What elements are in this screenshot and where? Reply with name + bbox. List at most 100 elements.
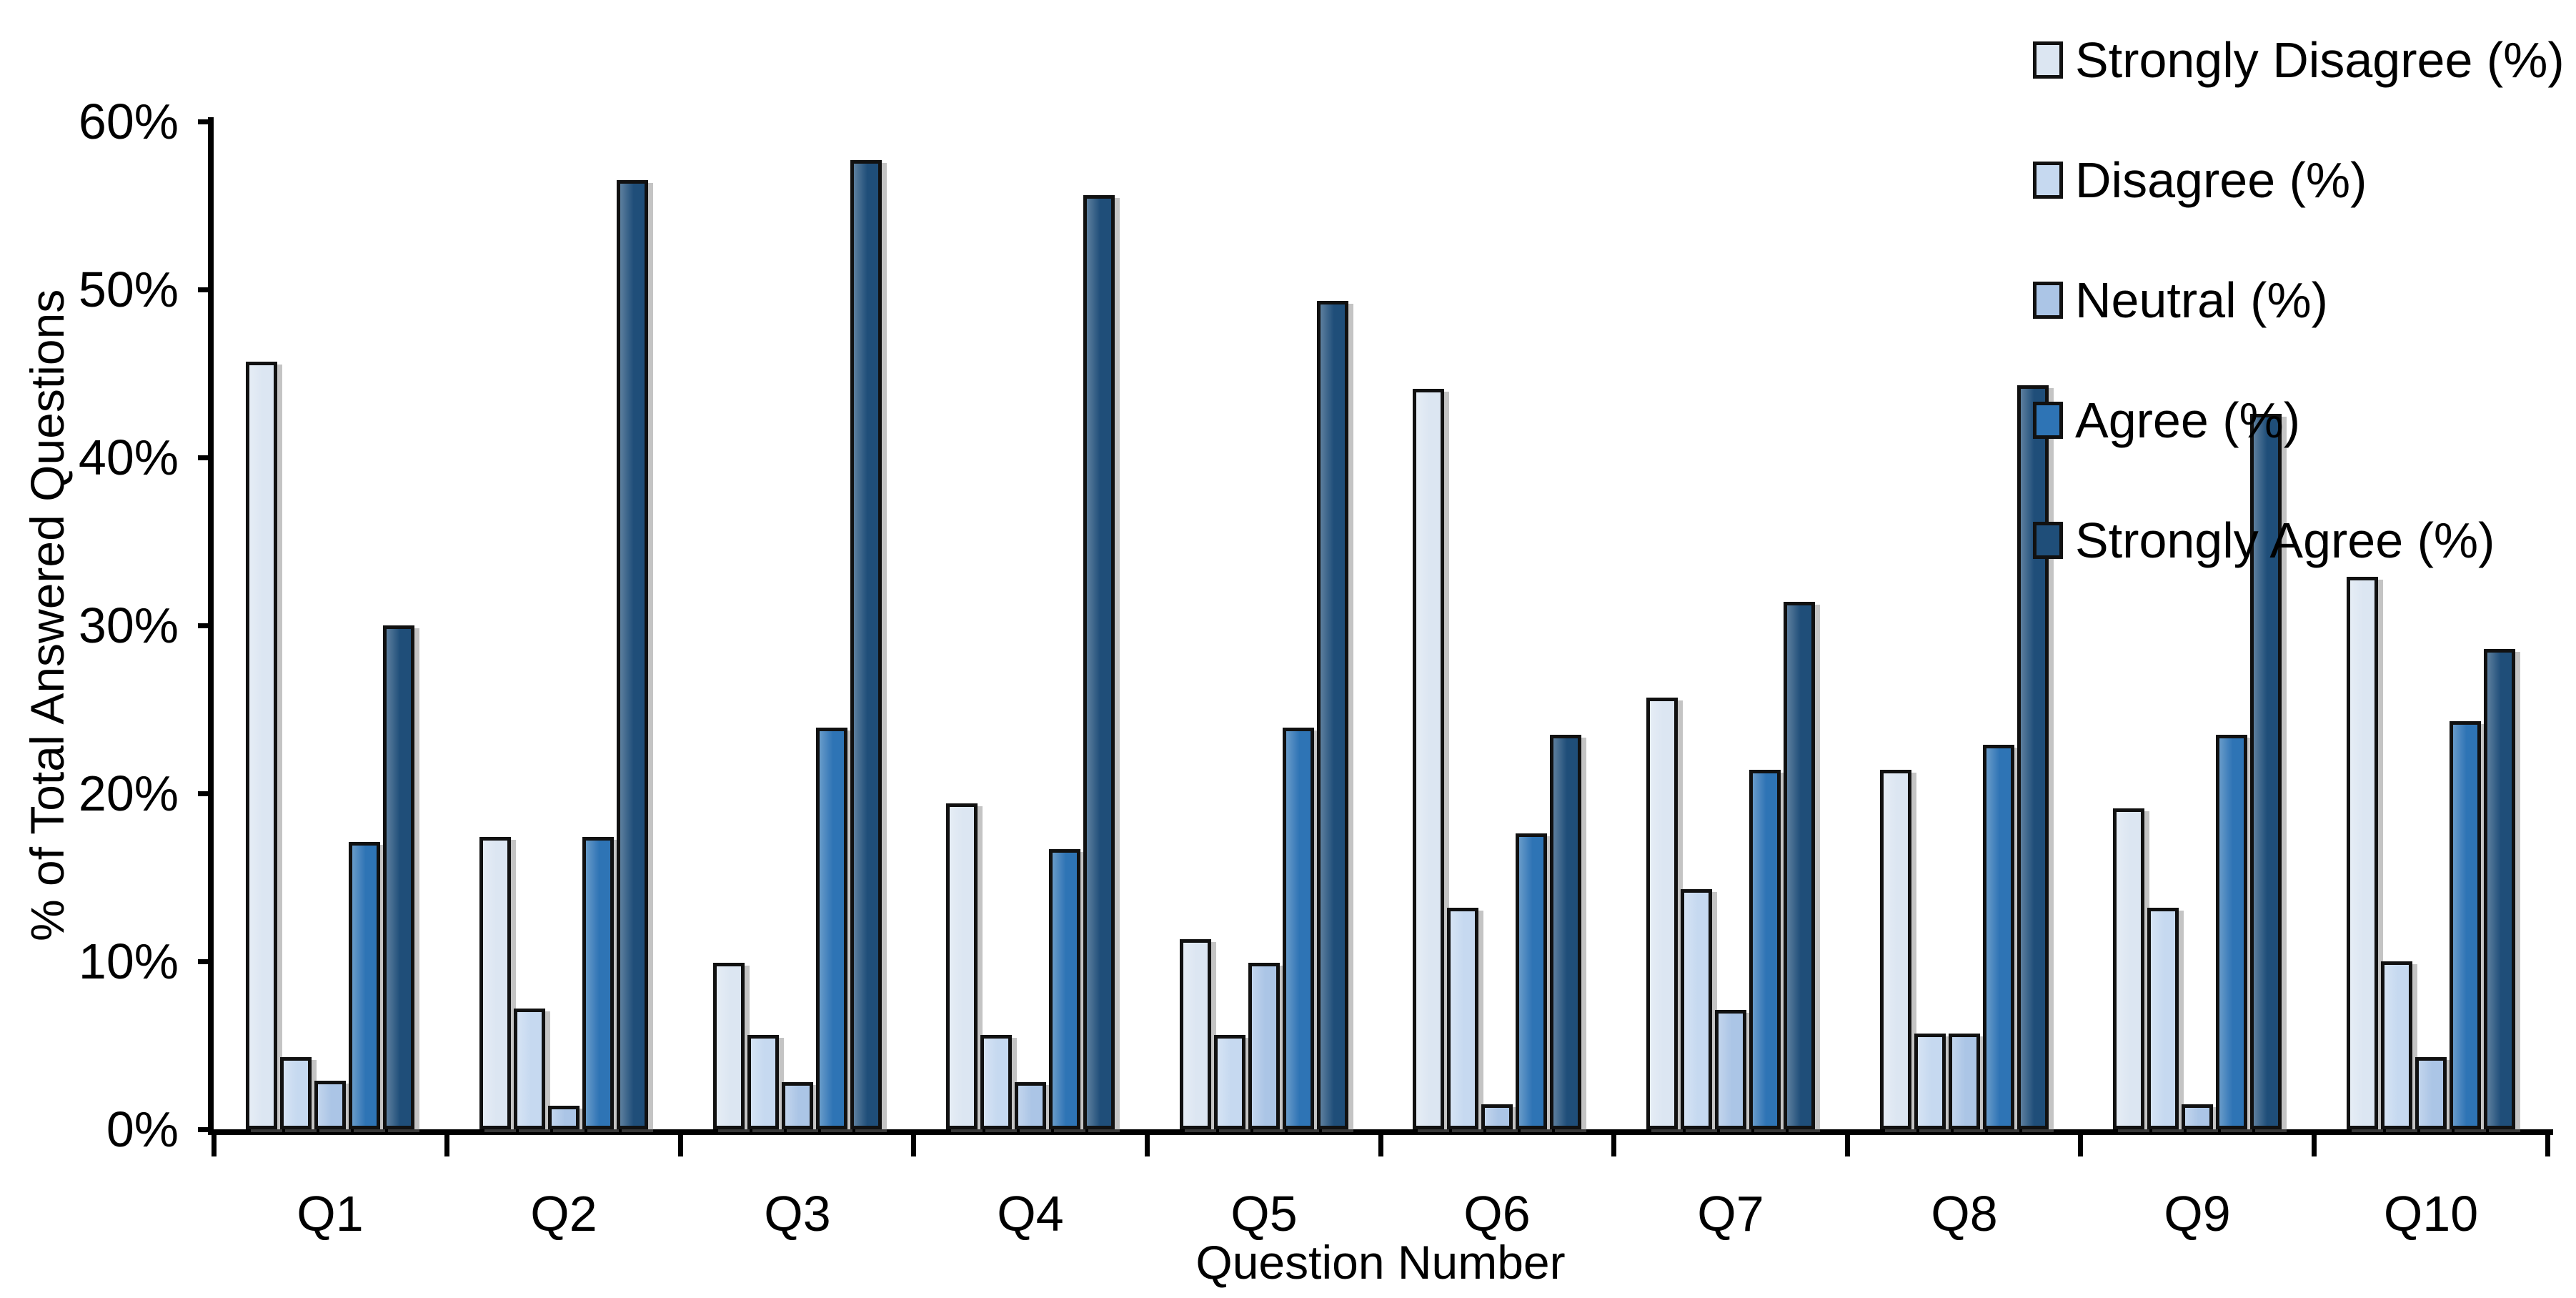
x-tick <box>2545 1135 2550 1156</box>
x-category-label-q2: Q2 <box>530 1186 597 1242</box>
legend-label: Disagree (%) <box>2075 152 2367 208</box>
x-category-label-q4: Q4 <box>997 1186 1064 1242</box>
legend-swatch-strongly-agree <box>2033 522 2063 559</box>
bar-q7-strongly-agree <box>1784 602 1815 1129</box>
bar-q8-strongly-disagree <box>1880 770 1911 1129</box>
bar-q5-strongly-disagree <box>1180 939 1211 1129</box>
legend-item-disagree: Disagree (%) <box>2033 120 2565 240</box>
bar-q1-neutral <box>314 1081 346 1129</box>
bar-q3-agree <box>816 728 847 1129</box>
x-category-label-q3: Q3 <box>764 1186 831 1242</box>
x-tick <box>911 1135 916 1156</box>
legend-item-strongly-agree: Strongly Agree (%) <box>2033 480 2565 600</box>
bar-q2-strongly-agree <box>617 180 648 1129</box>
legend: Strongly Disagree (%) Disagree (%) Neutral… <box>2033 0 2565 600</box>
bar-q2-disagree <box>514 1009 545 1129</box>
y-tick-label: 10% <box>78 933 179 989</box>
y-tick <box>198 959 214 964</box>
x-category-label-q5: Q5 <box>1230 1186 1298 1242</box>
legend-swatch-neutral <box>2033 282 2063 319</box>
x-tick <box>1378 1135 1383 1156</box>
legend-label: Strongly Disagree (%) <box>2075 32 2565 88</box>
x-category-label-q8: Q8 <box>1931 1186 1998 1242</box>
y-tick-label: 60% <box>78 94 179 149</box>
x-tick <box>678 1135 683 1156</box>
legend-item-neutral: Neutral (%) <box>2033 240 2565 360</box>
bar-q10-disagree <box>2381 961 2412 1129</box>
bar-q5-neutral <box>1248 963 1280 1129</box>
bar-q3-neutral <box>782 1082 813 1129</box>
bar-q3-strongly-agree <box>850 160 882 1129</box>
x-axis-line <box>208 1129 2553 1135</box>
y-tick-label: 30% <box>78 598 179 653</box>
x-tick <box>2312 1135 2317 1156</box>
bar-q1-disagree <box>280 1057 312 1129</box>
x-category-label-q6: Q6 <box>1463 1186 1531 1242</box>
bar-q2-strongly-disagree <box>479 837 511 1129</box>
x-category-label-q7: Q7 <box>1697 1186 1764 1242</box>
bar-q1-strongly-disagree <box>246 362 277 1129</box>
x-tick <box>444 1135 449 1156</box>
bar-q5-disagree <box>1214 1035 1245 1129</box>
y-tick-label: 0% <box>106 1101 179 1157</box>
bar-q10-strongly-agree <box>2484 649 2515 1129</box>
y-tick <box>198 623 214 628</box>
legend-swatch-disagree <box>2033 162 2063 199</box>
legend-label: Strongly Agree (%) <box>2075 512 2495 568</box>
x-tick <box>2078 1135 2083 1156</box>
plot-area <box>214 122 2547 1129</box>
bar-q7-agree <box>1749 770 1781 1129</box>
bar-q9-strongly-disagree <box>2113 808 2144 1129</box>
y-tick <box>198 1127 214 1132</box>
bar-q2-agree <box>582 837 614 1129</box>
bar-q7-disagree <box>1681 889 1712 1129</box>
legend-label: Neutral (%) <box>2075 272 2328 328</box>
bar-q5-agree <box>1283 728 1314 1129</box>
bar-q9-neutral <box>2182 1104 2213 1129</box>
bar-q7-strongly-disagree <box>1646 698 1678 1129</box>
y-tick-label: 40% <box>78 430 179 485</box>
bar-q6-strongly-agree <box>1550 735 1581 1129</box>
bar-q10-strongly-disagree <box>2347 577 2378 1129</box>
x-axis-title: Question Number <box>1195 1236 1566 1289</box>
bar-q4-strongly-agree <box>1083 195 1115 1129</box>
bar-q3-disagree <box>747 1035 779 1129</box>
bar-q8-strongly-agree <box>2017 385 2049 1129</box>
y-tick-label: 20% <box>78 766 179 821</box>
bar-q6-neutral <box>1481 1104 1513 1129</box>
x-category-label-q1: Q1 <box>297 1186 364 1242</box>
bar-q4-neutral <box>1015 1082 1046 1129</box>
legend-swatch-agree <box>2033 402 2063 439</box>
x-category-label-q10: Q10 <box>2383 1186 2479 1242</box>
bar-q1-agree <box>349 842 380 1129</box>
bar-q6-agree <box>1516 833 1547 1129</box>
bar-q8-disagree <box>1914 1034 1946 1129</box>
legend-item-agree: Agree (%) <box>2033 360 2565 480</box>
bar-q9-agree <box>2216 735 2247 1129</box>
y-tick <box>198 791 214 796</box>
bar-q4-disagree <box>980 1035 1012 1129</box>
y-tick-label: 50% <box>78 262 179 317</box>
bar-q5-strongly-agree <box>1317 301 1348 1129</box>
bar-q8-neutral <box>1949 1034 1980 1129</box>
bar-q9-strongly-agree <box>2250 414 2282 1129</box>
bar-q6-disagree <box>1447 908 1478 1129</box>
bar-q10-neutral <box>2415 1057 2447 1129</box>
x-tick <box>212 1135 217 1156</box>
bar-q4-strongly-disagree <box>946 803 978 1129</box>
bar-q8-agree <box>1983 745 2014 1129</box>
bar-q9-disagree <box>2147 908 2179 1129</box>
legend-item-strongly-disagree: Strongly Disagree (%) <box>2033 0 2565 120</box>
legend-label: Agree (%) <box>2075 392 2301 448</box>
bar-q1-strongly-agree <box>383 625 414 1129</box>
x-tick <box>1845 1135 1850 1156</box>
bar-q2-neutral <box>548 1106 580 1129</box>
y-tick <box>198 455 214 460</box>
bar-q3-strongly-disagree <box>713 963 745 1129</box>
bar-q7-neutral <box>1715 1010 1746 1129</box>
bar-q10-agree <box>2450 721 2481 1129</box>
x-category-label-q9: Q9 <box>2164 1186 2231 1242</box>
bar-q4-agree <box>1049 849 1080 1129</box>
y-tick <box>198 119 214 124</box>
